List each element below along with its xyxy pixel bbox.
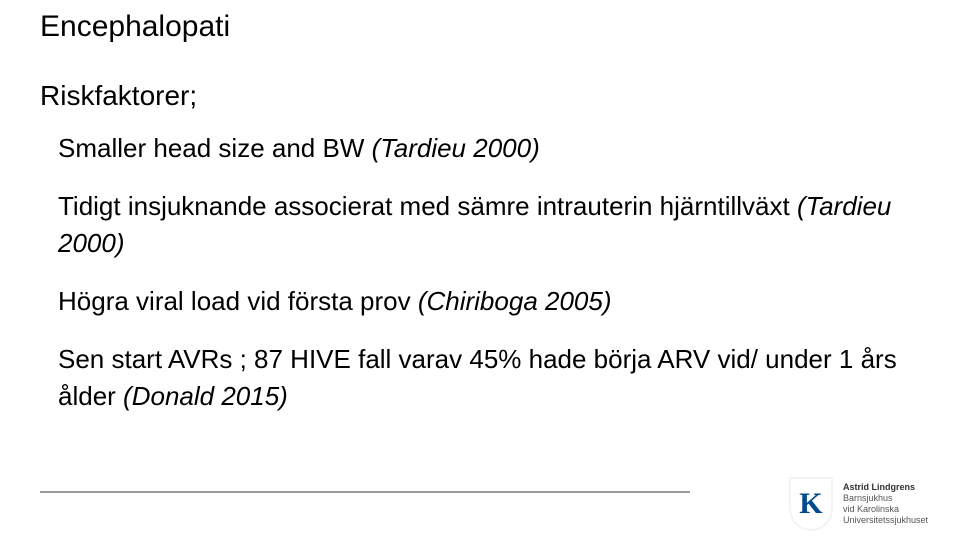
footer-logo: K Astrid Lindgrens Barnsjukhus vid Karol… <box>789 477 928 531</box>
logo-line-1: Astrid Lindgrens <box>843 482 928 493</box>
slide-body: Smaller head size and BW (Tardieu 2000) … <box>58 130 898 436</box>
line-citation: (Tardieu 2000) <box>372 133 540 163</box>
footer-divider <box>40 491 690 493</box>
logo-badge: K <box>789 477 833 531</box>
line-text: Tidigt insjuknande associerat med sämre … <box>58 191 797 221</box>
bullet-line: Sen start AVRs ; 87 HIVE fall varav 45% … <box>58 341 898 416</box>
line-text: Högra viral load vid första prov <box>58 286 418 316</box>
logo-line-4: Universitetssjukhuset <box>843 515 928 526</box>
line-text: Smaller head size and BW <box>58 133 372 163</box>
line-citation: (Chiriboga 2005) <box>418 286 612 316</box>
slide-subtitle: Riskfaktorer; <box>40 80 197 112</box>
logo-text: Astrid Lindgrens Barnsjukhus vid Karolin… <box>843 482 928 527</box>
bullet-line: Tidigt insjuknande associerat med sämre … <box>58 188 898 263</box>
slide-title: Encephalopati <box>40 10 230 44</box>
logo-letter: K <box>799 487 822 521</box>
bullet-line: Smaller head size and BW (Tardieu 2000) <box>58 130 898 168</box>
slide: Encephalopati Riskfaktorer; Smaller head… <box>0 0 960 551</box>
line-citation: (Donald 2015) <box>123 381 288 411</box>
logo-line-2: Barnsjukhus <box>843 493 928 504</box>
bullet-line: Högra viral load vid första prov (Chirib… <box>58 283 898 321</box>
logo-line-3: vid Karolinska <box>843 504 928 515</box>
